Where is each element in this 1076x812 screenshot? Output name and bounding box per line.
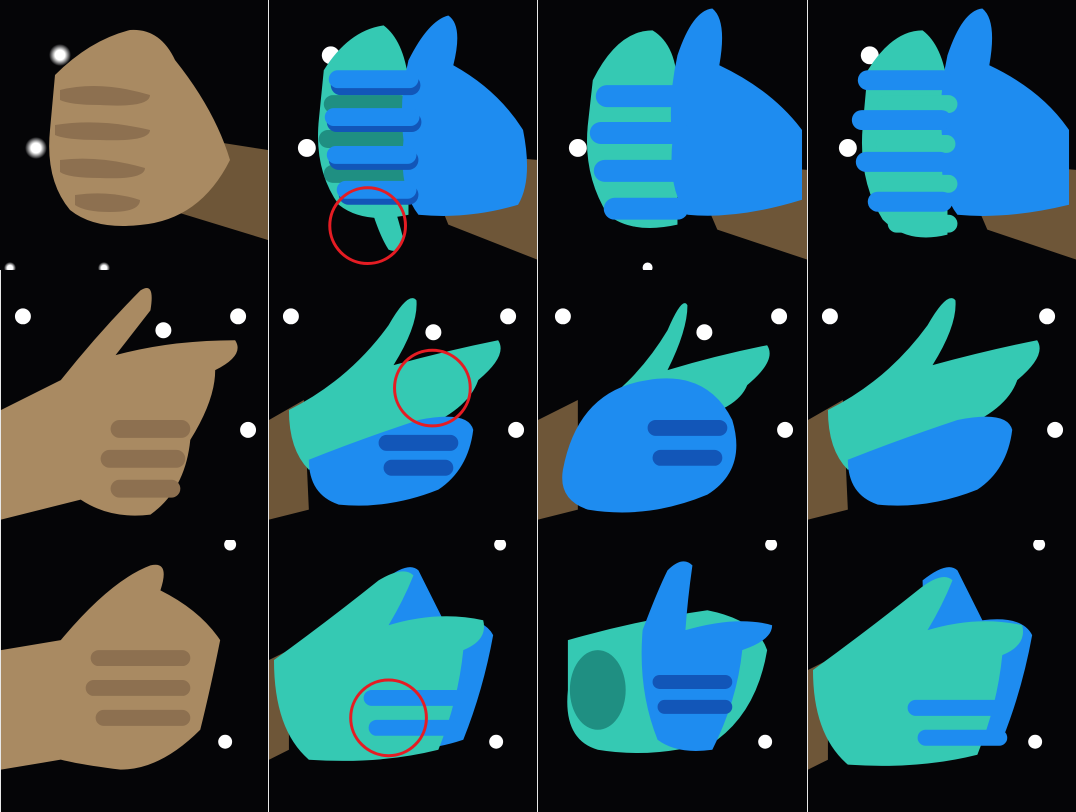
light-point <box>218 734 233 749</box>
cyan-hand <box>827 298 1040 470</box>
light-point <box>838 138 857 157</box>
light-point <box>494 540 507 551</box>
light-point <box>1028 734 1043 749</box>
light-point <box>155 322 172 339</box>
light-point <box>297 138 316 157</box>
light-point <box>554 308 571 325</box>
light-point <box>765 540 778 551</box>
hand-reconstruction <box>269 298 525 520</box>
hand-reconstruction <box>808 298 1064 520</box>
cell-r3c4-reconstruction <box>807 540 1076 812</box>
cell-r3c2-reconstruction <box>268 540 537 812</box>
clasped-hands <box>1 564 221 770</box>
cell-r1c3-reconstruction <box>537 0 807 270</box>
highlight-circle <box>349 678 428 758</box>
hand-reconstruction <box>567 540 778 754</box>
light-point <box>25 137 47 159</box>
blue-hand <box>940 8 1070 216</box>
cyan-hand <box>812 577 1024 766</box>
cell-r2c4-reconstruction <box>807 270 1076 540</box>
light-point <box>489 734 504 749</box>
light-point <box>758 734 773 749</box>
light-point <box>821 308 838 325</box>
hand-reconstruction <box>269 540 507 761</box>
light-point <box>696 324 713 341</box>
light-point <box>500 308 517 325</box>
light-point <box>224 540 237 551</box>
cell-r1c4-reconstruction <box>807 0 1076 270</box>
cell-r2c3-reconstruction <box>537 270 807 540</box>
hand-photo <box>1 287 257 520</box>
cyan-hand <box>273 571 485 761</box>
cyan-thumb <box>368 199 404 251</box>
light-point <box>860 46 879 65</box>
light-point <box>49 44 71 66</box>
cell-r1c2-reconstruction <box>268 0 537 270</box>
light-point <box>508 421 525 438</box>
light-point <box>230 308 247 325</box>
light-point <box>771 308 788 325</box>
cyan-wrist <box>569 650 626 730</box>
blue-hand <box>401 15 528 216</box>
light-point <box>568 138 587 157</box>
cell-r2c2-reconstruction <box>268 270 537 540</box>
light-point <box>1039 308 1056 325</box>
hand-photo <box>4 29 268 270</box>
light-point <box>642 262 653 270</box>
highlight-circle <box>328 186 407 266</box>
light-point <box>240 421 257 438</box>
blue-hand <box>670 8 803 216</box>
light-point <box>4 262 16 270</box>
hand-reconstruction <box>297 15 537 266</box>
blue-hand <box>562 378 737 513</box>
hand-reconstruction <box>838 8 1076 260</box>
light-point <box>1047 421 1064 438</box>
blue-hand <box>847 416 1013 506</box>
cell-r3c1-photo <box>0 540 268 812</box>
hand-reconstruction <box>808 540 1046 770</box>
hand-photo <box>1 540 237 770</box>
light-point <box>777 421 794 438</box>
cell-r3c3-reconstruction <box>537 540 807 812</box>
light-point <box>425 324 442 341</box>
highlight-circle <box>393 348 472 428</box>
cell-r1c1-photo <box>0 0 268 270</box>
light-point <box>14 308 31 325</box>
light-point <box>1033 540 1046 551</box>
cell-r2c1-photo <box>0 270 268 540</box>
light-point <box>98 262 110 270</box>
light-point <box>282 308 299 325</box>
hand-reconstruction <box>568 8 807 270</box>
hand-reconstruction <box>538 303 794 520</box>
